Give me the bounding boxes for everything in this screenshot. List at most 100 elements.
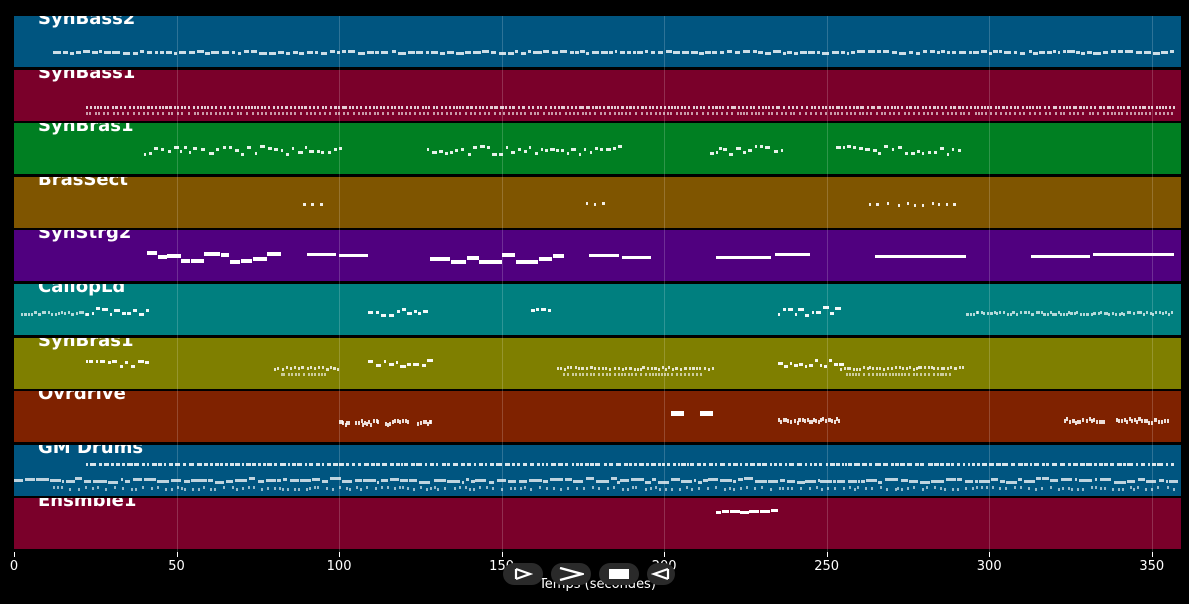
note (594, 202, 597, 206)
note (718, 105, 721, 109)
note (569, 51, 574, 54)
note (157, 111, 160, 115)
note (801, 105, 804, 109)
note (648, 105, 651, 109)
note (760, 485, 763, 489)
note (221, 253, 229, 258)
note (131, 364, 136, 368)
note (163, 462, 167, 466)
note (444, 152, 448, 156)
note (945, 477, 956, 481)
note (111, 462, 114, 466)
note (1136, 485, 1139, 489)
note (558, 111, 561, 115)
note (1167, 111, 1170, 115)
note (565, 477, 573, 481)
note (479, 260, 502, 265)
note (500, 487, 503, 491)
play-button[interactable] (503, 563, 543, 585)
note (91, 486, 94, 490)
note (1157, 462, 1163, 466)
note (794, 313, 797, 316)
note (165, 487, 168, 491)
note (909, 105, 912, 109)
note (416, 51, 423, 54)
note (602, 201, 605, 205)
note (64, 312, 67, 315)
note (304, 105, 307, 109)
note (357, 462, 362, 466)
note (1098, 420, 1101, 425)
note (914, 203, 917, 207)
note (921, 152, 924, 156)
note (399, 420, 402, 425)
note (401, 419, 404, 424)
note (742, 50, 750, 53)
note (279, 486, 282, 490)
note (369, 111, 372, 115)
note (184, 105, 187, 109)
note (1164, 419, 1167, 424)
note (286, 487, 289, 491)
note (133, 111, 136, 115)
note (684, 366, 687, 370)
note (952, 148, 955, 152)
note (903, 111, 906, 115)
note (496, 105, 499, 109)
note (312, 477, 321, 481)
note (595, 147, 598, 151)
note (1020, 52, 1026, 55)
note (1122, 313, 1126, 316)
note (136, 105, 139, 109)
rewind-button[interactable] (647, 563, 675, 585)
note (107, 105, 110, 109)
note (1093, 418, 1096, 423)
note (389, 462, 395, 466)
note (254, 105, 257, 109)
note (530, 487, 533, 491)
note (859, 111, 862, 115)
stop-button[interactable] (599, 563, 639, 585)
note (14, 478, 23, 482)
note (166, 51, 173, 54)
note (666, 50, 673, 53)
note (189, 51, 196, 54)
note (409, 111, 412, 115)
note (633, 105, 636, 109)
note (660, 372, 663, 376)
note (249, 476, 256, 480)
note (899, 462, 905, 466)
note (1151, 487, 1154, 491)
note (120, 477, 124, 481)
note (1117, 50, 1123, 53)
note (726, 50, 733, 53)
note (154, 105, 158, 109)
note (711, 366, 714, 370)
note (257, 479, 264, 483)
note (104, 462, 110, 466)
note (887, 105, 890, 109)
note (365, 111, 368, 115)
note (95, 359, 98, 363)
note (507, 479, 516, 483)
note (1072, 105, 1075, 109)
note (473, 462, 477, 466)
note (252, 257, 267, 262)
fast-forward-button[interactable] (551, 563, 591, 585)
note (209, 111, 212, 115)
note (687, 462, 690, 466)
note (933, 105, 936, 109)
note (1039, 51, 1046, 54)
note (300, 105, 304, 109)
note (100, 105, 103, 109)
note (285, 153, 289, 157)
note (808, 420, 811, 425)
note (283, 372, 286, 376)
note (290, 105, 293, 109)
note (585, 52, 590, 55)
note (180, 150, 183, 154)
note (269, 111, 272, 115)
note (780, 149, 783, 153)
note (1059, 462, 1065, 466)
note (361, 111, 364, 115)
